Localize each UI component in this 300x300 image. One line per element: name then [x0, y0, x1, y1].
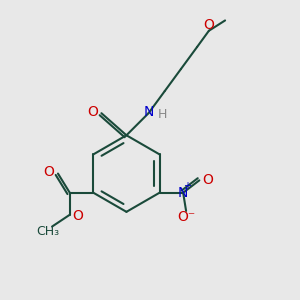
Text: O: O: [73, 209, 83, 223]
Text: O: O: [87, 105, 98, 119]
Text: H: H: [158, 108, 167, 121]
Text: O: O: [203, 173, 214, 187]
Text: N: N: [144, 105, 154, 119]
Text: CH₃: CH₃: [36, 225, 59, 239]
Text: O⁻: O⁻: [177, 210, 195, 224]
Text: O: O: [203, 18, 214, 32]
Text: +: +: [183, 181, 191, 191]
Text: N: N: [178, 186, 188, 200]
Text: O: O: [44, 165, 55, 179]
